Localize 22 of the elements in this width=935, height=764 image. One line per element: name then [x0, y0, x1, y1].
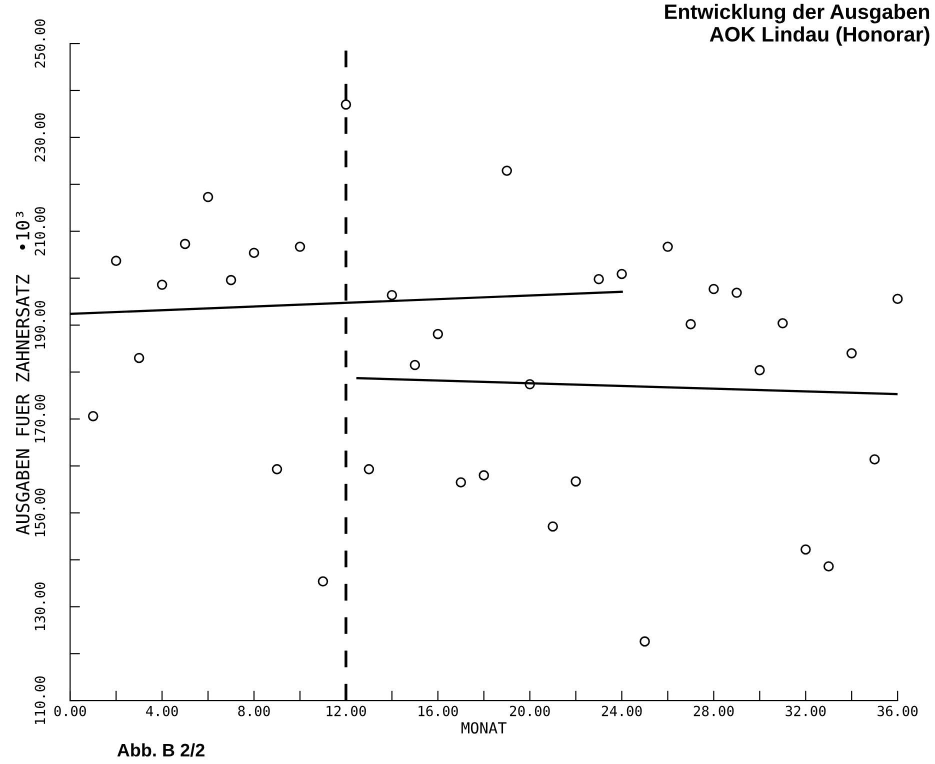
x-tick-label: 28.00 [694, 706, 734, 716]
x-axis-title: MONAT [462, 722, 507, 734]
x-tick-label: 4.00 [146, 706, 178, 716]
x-tick-label: 8.00 [238, 706, 270, 716]
x-tick-label: 20.00 [510, 706, 550, 716]
y-tick-label: 250.00 [34, 19, 46, 68]
chart-title: Entwicklung der Ausgaben AOK Lindau (Honorar) [665, 4, 930, 46]
y-tick-label: 190.00 [34, 300, 46, 349]
text: Abb. B 2/2 [117, 743, 204, 757]
y-tick-label: 210.00 [34, 207, 46, 256]
x-tick-label: 0.00 [54, 706, 86, 716]
x-tick-label: 32.00 [786, 706, 826, 716]
y-tick-label: 230.00 [34, 113, 46, 162]
x-tick-label: 12.00 [326, 706, 366, 716]
y-tick-label: 170.00 [34, 394, 46, 442]
x-tick-label: 36.00 [878, 706, 918, 716]
x-tick-label: 16.00 [418, 706, 458, 716]
x-tick-label: 24.00 [602, 706, 642, 716]
y-tick-label: 130.00 [34, 582, 46, 630]
y-tick-label: 150.00 [34, 488, 46, 536]
y-tick-label: 110.00 [34, 676, 46, 724]
y-axis-title: AUSGABEN FUER ZAHNERSATZ •10³ [16, 212, 30, 535]
